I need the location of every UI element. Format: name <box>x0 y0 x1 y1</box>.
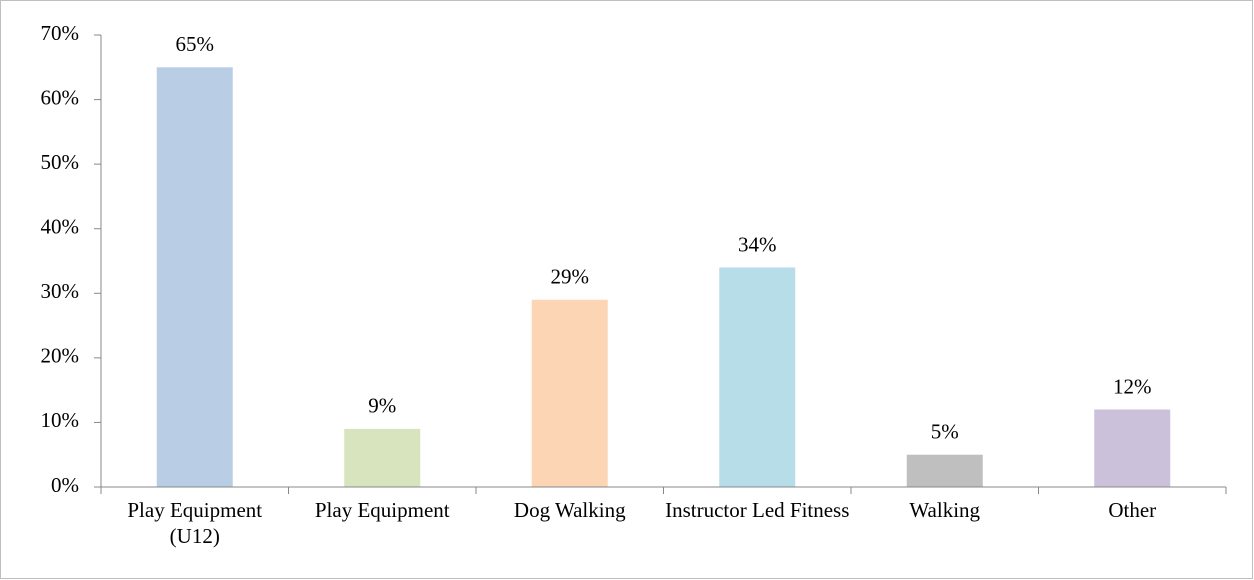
x-tick-label: Other <box>1108 498 1157 522</box>
value-label: 29% <box>551 265 590 289</box>
value-label: 34% <box>738 232 777 256</box>
bar <box>156 67 233 488</box>
y-tick-label: 40% <box>41 215 80 239</box>
y-tick-label: 20% <box>41 344 80 368</box>
y-tick-label: 30% <box>41 279 80 303</box>
y-tick-label: 10% <box>41 408 80 432</box>
x-tick-label: Dog Walking <box>513 498 626 522</box>
bar <box>719 267 796 487</box>
y-tick-label: 60% <box>41 85 80 109</box>
value-label: 9% <box>368 394 396 418</box>
x-tick-label: Instructor Led Fitness <box>665 498 850 522</box>
y-tick-label: 50% <box>41 150 80 174</box>
bar <box>344 428 421 487</box>
bar <box>906 454 983 487</box>
bar <box>1094 409 1171 487</box>
x-tick-label: Walking <box>909 498 981 522</box>
bar <box>531 299 608 487</box>
value-label: 5% <box>931 420 959 444</box>
value-label: 12% <box>1113 374 1152 398</box>
x-tick-label: Play Equipment <box>314 498 450 522</box>
x-tick-label: Play Equipment (U12) <box>127 498 263 548</box>
y-tick-label: 70% <box>41 21 80 45</box>
y-tick-label: 0% <box>51 473 79 497</box>
value-label: 65% <box>176 32 215 56</box>
